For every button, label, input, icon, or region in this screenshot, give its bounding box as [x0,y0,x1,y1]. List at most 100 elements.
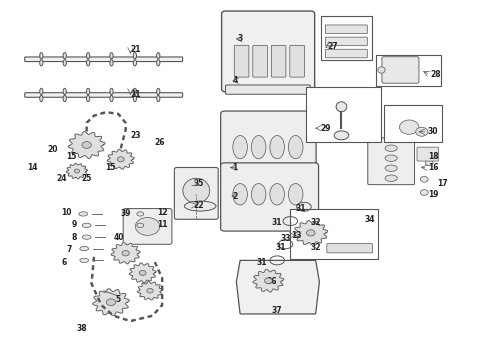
Text: 40: 40 [114,233,124,242]
Ellipse shape [40,88,43,95]
Text: 16: 16 [428,163,438,172]
Ellipse shape [251,135,266,159]
Text: 21: 21 [130,45,141,54]
Text: 20: 20 [47,145,57,154]
Ellipse shape [183,178,210,203]
Ellipse shape [420,190,428,195]
Polygon shape [93,289,129,316]
Text: 9: 9 [72,220,77,229]
FancyBboxPatch shape [368,138,415,185]
Text: 6: 6 [62,258,67,267]
Text: 10: 10 [62,208,72,217]
Ellipse shape [139,270,146,275]
Ellipse shape [270,184,285,205]
Text: 38: 38 [77,324,88,333]
Ellipse shape [63,95,66,102]
Ellipse shape [420,176,428,182]
FancyBboxPatch shape [234,45,249,77]
Text: 23: 23 [130,131,141,140]
Ellipse shape [133,60,137,66]
Text: 19: 19 [428,190,438,199]
Ellipse shape [233,186,247,197]
Ellipse shape [270,186,284,197]
FancyBboxPatch shape [271,45,286,77]
Ellipse shape [80,258,89,262]
Polygon shape [253,269,284,292]
Text: 31: 31 [271,219,282,228]
FancyBboxPatch shape [25,93,183,97]
Ellipse shape [385,165,397,171]
FancyBboxPatch shape [220,111,316,185]
Ellipse shape [133,95,137,102]
FancyBboxPatch shape [417,147,439,161]
Bar [306,87,381,143]
Ellipse shape [40,60,43,66]
Text: 31: 31 [295,204,306,213]
Text: 25: 25 [81,174,92,183]
Text: 4: 4 [232,76,238,85]
Text: 32: 32 [311,219,321,228]
FancyBboxPatch shape [221,11,315,92]
Ellipse shape [63,88,66,95]
FancyBboxPatch shape [327,244,373,253]
Text: 30: 30 [428,127,438,136]
Ellipse shape [399,120,419,134]
Ellipse shape [385,155,397,161]
Ellipse shape [184,201,216,211]
Ellipse shape [122,251,129,256]
Ellipse shape [74,169,79,173]
Ellipse shape [82,141,91,148]
Polygon shape [111,243,140,264]
Ellipse shape [270,135,285,159]
Text: 27: 27 [328,41,339,50]
Ellipse shape [133,88,137,95]
Text: 29: 29 [320,124,331,133]
FancyBboxPatch shape [25,57,183,62]
Ellipse shape [133,53,137,59]
Text: 15: 15 [105,163,116,172]
Ellipse shape [336,102,347,112]
Polygon shape [236,260,319,314]
Ellipse shape [157,88,160,95]
Text: 7: 7 [67,245,72,254]
Ellipse shape [117,157,124,162]
Polygon shape [129,263,156,283]
Ellipse shape [110,60,113,66]
Ellipse shape [385,175,397,181]
Ellipse shape [265,278,272,284]
FancyBboxPatch shape [382,57,419,83]
FancyBboxPatch shape [225,182,311,201]
Ellipse shape [233,184,247,205]
Ellipse shape [40,95,43,102]
Ellipse shape [106,299,116,306]
Text: 36: 36 [267,277,277,286]
Ellipse shape [63,60,66,66]
Bar [375,55,441,86]
FancyBboxPatch shape [220,163,318,231]
Ellipse shape [157,60,160,66]
Text: 17: 17 [438,179,448,188]
Text: 31: 31 [276,243,287,252]
Ellipse shape [110,53,113,59]
Ellipse shape [385,145,397,152]
Text: 12: 12 [157,208,168,217]
Polygon shape [294,220,328,245]
Ellipse shape [87,60,90,66]
Ellipse shape [157,53,160,59]
Polygon shape [66,163,88,179]
Text: 22: 22 [194,201,204,210]
Ellipse shape [157,95,160,102]
Text: 26: 26 [155,138,165,147]
Ellipse shape [416,127,428,136]
Ellipse shape [425,160,433,166]
Ellipse shape [82,235,91,239]
Text: 18: 18 [428,152,439,161]
FancyBboxPatch shape [325,49,368,58]
Ellipse shape [378,67,385,73]
FancyBboxPatch shape [174,167,218,219]
Text: 35: 35 [194,179,204,188]
FancyBboxPatch shape [123,208,172,244]
FancyBboxPatch shape [325,37,368,46]
Ellipse shape [40,53,43,59]
Ellipse shape [307,230,315,236]
